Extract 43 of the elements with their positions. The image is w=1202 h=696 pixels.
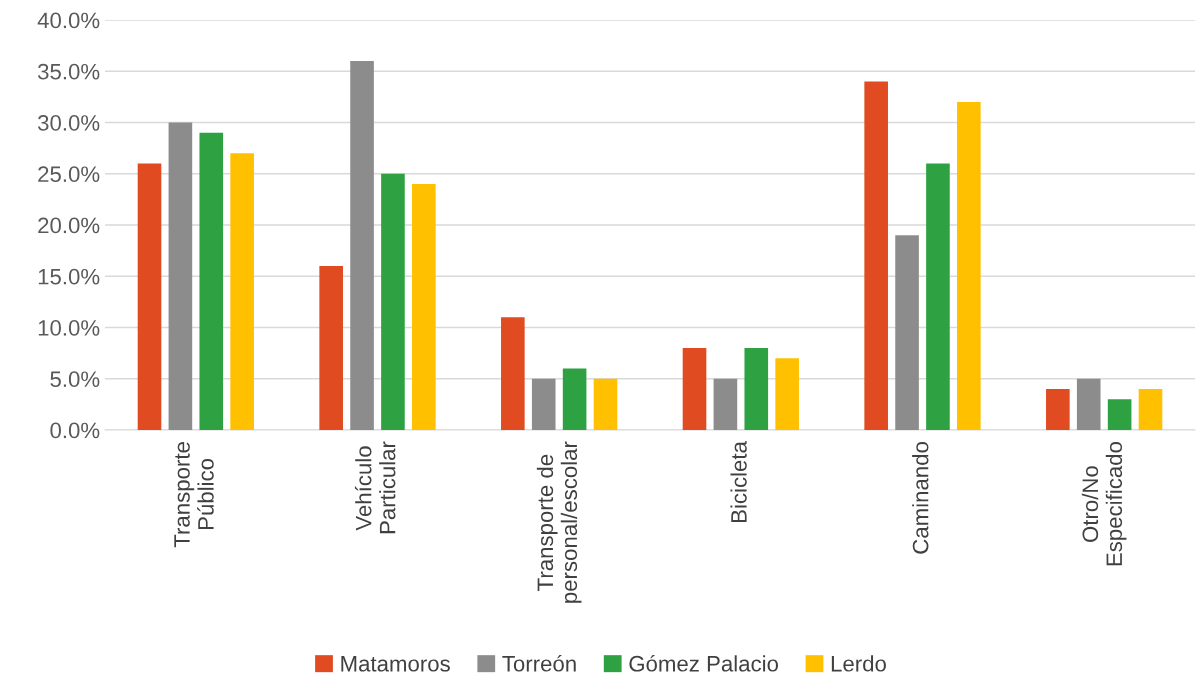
bar bbox=[864, 81, 888, 430]
bar bbox=[381, 173, 405, 430]
x-tick-label: Transporte Público bbox=[174, 442, 214, 548]
bar bbox=[168, 122, 193, 430]
bar bbox=[1107, 399, 1132, 430]
bar bbox=[744, 348, 769, 430]
bar bbox=[593, 378, 618, 430]
bar bbox=[562, 368, 587, 430]
bar bbox=[501, 317, 525, 430]
y-tick-label: 10.0% bbox=[38, 320, 100, 336]
y-tick-label: 30.0% bbox=[37, 115, 100, 131]
bar bbox=[895, 235, 919, 430]
bar bbox=[531, 378, 556, 430]
legend-label: Torreón bbox=[502, 655, 576, 672]
y-tick-label: 20.0% bbox=[38, 217, 100, 234]
x-tick-label: Vehículo Particular bbox=[354, 441, 396, 534]
y-tick-label: 35.0% bbox=[37, 63, 100, 80]
bar bbox=[775, 358, 799, 430]
x-tick-label: Otro/No Especificado bbox=[1081, 442, 1127, 566]
y-tick-label: 15.0% bbox=[38, 268, 100, 285]
legend-label: Lerdo bbox=[831, 655, 886, 672]
y-tick-label: 25.0% bbox=[38, 166, 100, 183]
legend-label: Gómez Palacio bbox=[629, 655, 779, 672]
bar bbox=[713, 378, 738, 430]
bar bbox=[230, 153, 254, 430]
bar bbox=[137, 163, 162, 430]
bar bbox=[957, 102, 981, 430]
x-tick-label: Caminando bbox=[912, 442, 929, 554]
bar bbox=[1046, 389, 1070, 430]
y-tick-label: 0.0% bbox=[50, 422, 100, 439]
bar bbox=[350, 61, 374, 430]
x-tick-label: Transporte de personal/escolar bbox=[536, 441, 582, 603]
bar bbox=[682, 348, 707, 430]
bar bbox=[926, 163, 950, 430]
x-tick-label: Bicicleta bbox=[730, 441, 747, 523]
bar bbox=[319, 266, 343, 430]
y-tick-label: 40.0% bbox=[37, 12, 100, 29]
bar bbox=[412, 184, 436, 430]
bar bbox=[1138, 389, 1163, 430]
y-tick-label: 5.0% bbox=[50, 371, 100, 388]
bar bbox=[1076, 378, 1101, 430]
legend-label: Matamoros bbox=[341, 656, 450, 672]
bar bbox=[199, 132, 224, 430]
